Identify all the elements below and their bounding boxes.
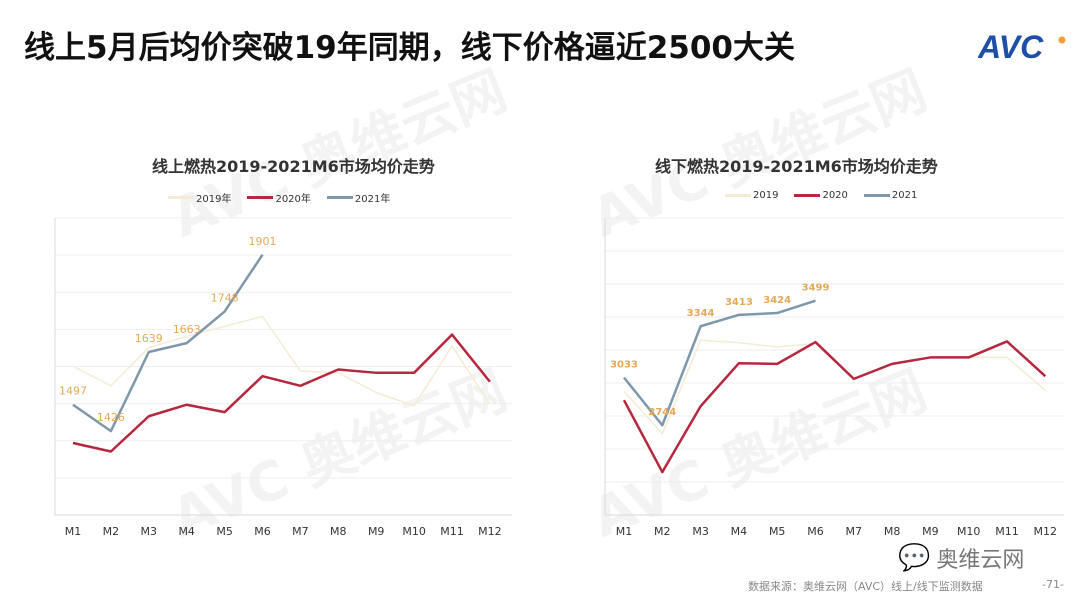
series-line-2020年 [72,333,491,453]
x-tick-label: M7 [846,525,863,538]
legend-item: 2021年 [326,190,391,205]
legend-label: 2019 [753,190,779,201]
x-tick-label: M10 [957,525,981,538]
legend-item: 2019年 [168,190,231,205]
x-tick-label: M1 [65,525,82,538]
x-tick-label: M10 [402,525,426,538]
series-line-2019年 [72,315,491,407]
wechat-icon: 💬 [898,543,931,573]
x-tick-label: M9 [368,525,385,538]
x-tick-label: M5 [216,525,233,538]
data-label: 3413 [725,297,753,308]
legend-offline: 2019 2020 2021 [725,190,927,201]
legend-label: 2021 [891,190,918,201]
series-line-2021年 [72,254,264,433]
legend-item: 2020年 [247,190,311,205]
data-label: 1748 [211,292,239,305]
data-label: 3344 [687,308,715,319]
data-label: 1901 [249,235,277,248]
wechat-account: 💬 奥维云网 [898,542,1024,574]
x-tick-label: M12 [478,525,502,538]
legend-online: 2019年 2020年 2021年 [168,190,400,205]
legend-label: 2021年 [354,194,391,205]
x-tick-label: M4 [731,525,748,538]
x-tick-label: M11 [440,525,464,538]
x-tick-label: M6 [807,525,824,538]
x-tick-label: M8 [330,525,347,538]
x-tick-label: M6 [254,525,271,538]
x-tick-label: M3 [692,525,709,538]
x-tick-label: M12 [1034,525,1058,538]
x-tick-label: M7 [292,525,309,538]
x-tick-label: M9 [922,525,939,538]
legend-item: 2019 [725,190,778,201]
x-tick-label: M2 [654,525,671,538]
x-tick-label: M2 [103,525,120,538]
legend-item: 2020 [794,190,848,201]
page-title: 线上5月后均价突破19年同期，线下价格逼近2500大关 [24,30,795,66]
wechat-name: 奥维云网 [936,548,1025,573]
data-label: 3424 [763,295,791,306]
legend-label: 2019年 [196,194,232,205]
page-number: -71- [1042,578,1064,591]
data-label: 3499 [802,283,830,294]
x-tick-label: M1 [616,525,633,538]
svg-text:AVC: AVC [978,29,1044,65]
data-source: 数据来源：奥维云网（AVC）线上/线下监测数据 [748,580,983,593]
data-label: 2744 [648,407,676,418]
data-label: 3033 [610,360,638,371]
x-tick-label: M11 [995,525,1019,538]
legend-label: 2020年 [275,194,311,205]
series-line-2020 [622,340,1047,474]
series-line-2021 [623,299,816,427]
x-tick-label: M4 [178,525,195,538]
legend-item: 2021 [863,190,918,201]
series-line-2019 [623,339,1046,435]
x-tick-label: M3 [141,525,158,538]
chart-title-offline: 线下燃热2019-2021M6市场均价走势 [655,157,938,176]
x-tick-label: M5 [769,525,786,538]
data-label: 1663 [173,323,201,336]
data-label: 1639 [135,332,163,345]
data-label: 1426 [97,411,125,424]
chart-title-online: 线上燃热2019-2021M6市场均价走势 [152,157,435,176]
data-label: 1497 [59,385,87,398]
legend-label: 2020 [822,190,848,201]
avc-logo: AVC [978,29,1066,65]
x-tick-label: M8 [884,525,901,538]
